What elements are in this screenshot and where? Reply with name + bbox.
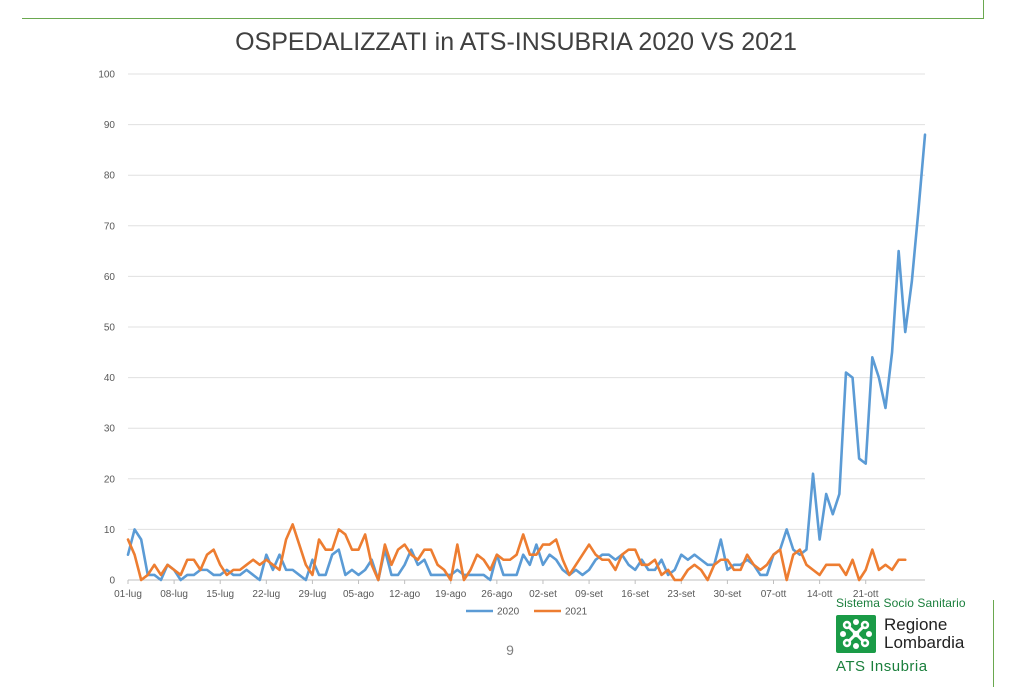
x-tick-label: 15-lug <box>206 589 234 600</box>
y-tick-label: 60 <box>104 272 116 283</box>
x-tick-label: 01-lug <box>114 589 142 600</box>
x-tick-label: 26-ago <box>481 589 513 600</box>
series-line-2020 <box>126 133 927 582</box>
y-tick-label: 20 <box>104 474 116 485</box>
x-axis-ticks: 01-lug 08-lug 15-lug 22-lug 29-lug 05-ago 12-a… <box>114 580 879 600</box>
x-tick-label: 02-set <box>529 589 557 600</box>
rosa-camuna-icon <box>836 615 876 653</box>
logo-subtitle: ATS Insubria <box>836 658 928 675</box>
y-tick-label: 70 <box>104 221 116 232</box>
x-tick-label: 16-set <box>621 589 649 600</box>
x-tick-label: 08-lug <box>160 589 188 600</box>
page-number: 9 <box>506 642 514 658</box>
y-axis-ticks: 0 10 20 30 40 50 60 70 80 90 100 <box>98 70 115 587</box>
series-lines <box>126 133 927 582</box>
frame-top-right-line <box>983 0 984 19</box>
x-tick-label: 19-ago <box>435 589 467 600</box>
x-tick-label: 22-lug <box>252 589 280 600</box>
y-tick-label: 50 <box>104 323 116 334</box>
chart-title: OSPEDALIZZATI in ATS-INSUBRIA 2020 VS 20… <box>235 28 797 56</box>
logo-name-line1: Regione <box>884 615 948 634</box>
x-tick-label: 09-set <box>575 589 603 600</box>
x-tick-label: 12-ago <box>389 589 421 600</box>
x-tick-label: 29-lug <box>299 589 327 600</box>
x-tick-label: 30-set <box>713 589 741 600</box>
y-tick-label: 40 <box>104 373 116 384</box>
x-tick-label: 14-ott <box>807 589 833 600</box>
logo-tagline: Sistema Socio Sanitario <box>836 596 966 610</box>
y-tick-label: 80 <box>104 171 116 182</box>
x-tick-label: 05-ago <box>343 589 375 600</box>
frame-top-line <box>22 18 984 19</box>
y-tick-label: 100 <box>98 70 115 81</box>
legend: 2020 2021 <box>466 607 588 618</box>
y-tick-label: 30 <box>104 424 116 435</box>
x-tick-label: 21-ott <box>853 589 879 600</box>
y-tick-label: 0 <box>109 576 115 587</box>
legend-label-2020: 2020 <box>497 607 520 618</box>
x-tick-label: 07-ott <box>761 589 787 600</box>
legend-label-2021: 2021 <box>565 607 588 618</box>
series-line-2021 <box>126 523 907 582</box>
gridlines <box>128 73 925 581</box>
y-tick-label: 10 <box>104 525 116 536</box>
x-tick-label: 23-set <box>667 589 695 600</box>
regione-lombardia-logo: Sistema Socio Sanitario <box>833 596 993 680</box>
frame-bottom-right-line <box>993 600 994 687</box>
logo-name-line2: Lombardia <box>884 633 965 652</box>
y-tick-label: 90 <box>104 120 116 131</box>
